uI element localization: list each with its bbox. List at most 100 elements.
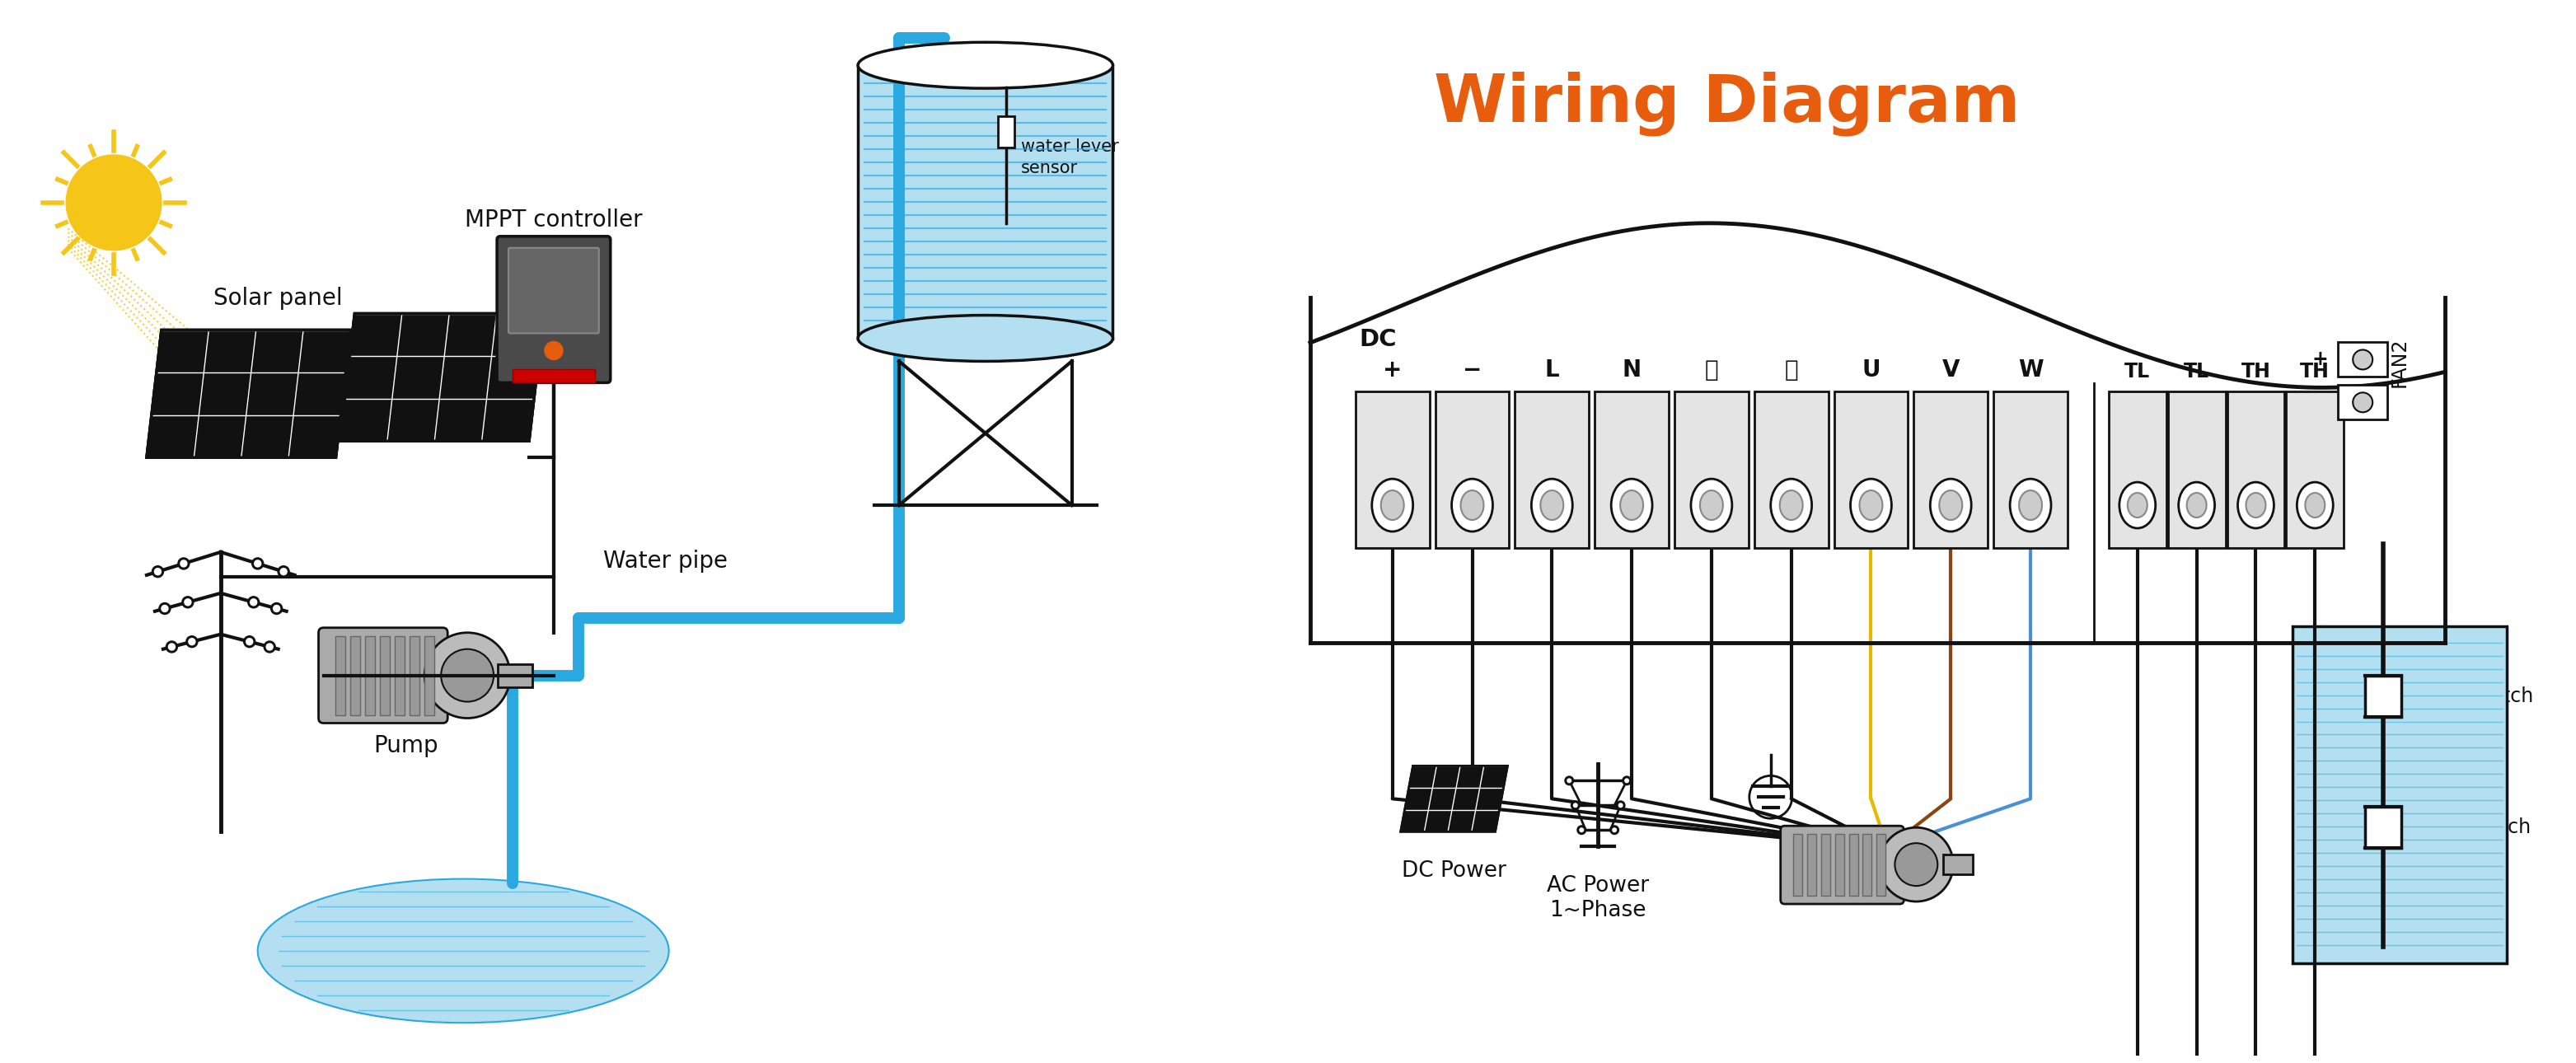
Polygon shape <box>340 314 544 441</box>
FancyBboxPatch shape <box>1780 826 1904 904</box>
Polygon shape <box>147 330 350 457</box>
Text: −: − <box>2311 392 2329 412</box>
Text: TL: TL <box>2184 362 2210 382</box>
Bar <box>1878 834 1886 896</box>
Circle shape <box>165 641 178 653</box>
Ellipse shape <box>2306 493 2326 518</box>
Ellipse shape <box>1690 478 1731 532</box>
Text: MPPT controller: MPPT controller <box>464 208 641 232</box>
Ellipse shape <box>2020 490 2043 520</box>
FancyBboxPatch shape <box>319 628 448 723</box>
Bar <box>366 636 376 714</box>
Text: U: U <box>1862 359 1880 382</box>
Circle shape <box>1571 800 1579 810</box>
Bar <box>2365 807 2401 848</box>
Circle shape <box>425 632 510 719</box>
Circle shape <box>178 558 191 570</box>
Circle shape <box>2352 350 2372 370</box>
Bar <box>513 370 595 383</box>
Ellipse shape <box>1461 490 1484 520</box>
Ellipse shape <box>1373 478 1414 532</box>
Text: DC Power: DC Power <box>1401 860 1507 882</box>
Circle shape <box>247 639 252 645</box>
Bar <box>1806 834 1816 896</box>
Ellipse shape <box>258 879 670 1023</box>
Circle shape <box>265 643 273 651</box>
Circle shape <box>2352 392 2372 412</box>
Circle shape <box>188 639 196 645</box>
Ellipse shape <box>1929 478 1971 532</box>
Bar <box>410 636 420 714</box>
Text: Pump: Pump <box>374 735 438 758</box>
Text: FAN2: FAN2 <box>2391 338 2409 388</box>
Circle shape <box>1610 825 1620 834</box>
Polygon shape <box>147 330 350 457</box>
Circle shape <box>245 636 255 647</box>
Ellipse shape <box>2179 483 2215 528</box>
Text: L: L <box>1546 359 1558 382</box>
Bar <box>2365 675 2401 716</box>
Text: Float Switch: Float Switch <box>2414 686 2532 706</box>
Circle shape <box>278 566 289 577</box>
Text: −: − <box>1463 359 1481 382</box>
Circle shape <box>167 643 175 651</box>
Circle shape <box>440 649 495 702</box>
Bar <box>335 636 345 714</box>
Circle shape <box>281 569 286 575</box>
Text: ⏚: ⏚ <box>1705 359 1718 382</box>
Bar <box>1862 834 1873 896</box>
Bar <box>1942 855 1973 875</box>
Circle shape <box>250 598 258 606</box>
Ellipse shape <box>1860 490 1883 520</box>
Bar <box>1834 392 1909 547</box>
Circle shape <box>544 341 562 359</box>
Text: water lever
sensor: water lever sensor <box>1020 138 1118 176</box>
Text: Water pipe: Water pipe <box>603 550 726 573</box>
Ellipse shape <box>1610 478 1651 532</box>
Circle shape <box>1625 778 1628 783</box>
Ellipse shape <box>2239 483 2275 528</box>
Bar <box>1435 392 1510 547</box>
Circle shape <box>155 569 162 575</box>
Bar <box>497 664 533 687</box>
Ellipse shape <box>1940 490 1963 520</box>
Ellipse shape <box>2120 483 2156 528</box>
Ellipse shape <box>1780 490 1803 520</box>
Text: V: V <box>1942 359 1960 382</box>
Circle shape <box>152 566 162 577</box>
Ellipse shape <box>1620 490 1643 520</box>
Circle shape <box>67 155 162 250</box>
Ellipse shape <box>2298 483 2334 528</box>
Circle shape <box>247 596 260 608</box>
Circle shape <box>185 636 198 647</box>
FancyBboxPatch shape <box>497 236 611 383</box>
Ellipse shape <box>1381 490 1404 520</box>
Text: Solar panel: Solar panel <box>214 286 343 309</box>
Text: +: + <box>1383 359 1401 382</box>
Bar <box>1754 392 1829 547</box>
Polygon shape <box>340 314 544 441</box>
Circle shape <box>1896 843 1937 885</box>
Ellipse shape <box>2246 493 2267 518</box>
Circle shape <box>1613 827 1618 832</box>
Bar <box>1821 834 1829 896</box>
Circle shape <box>1579 827 1584 832</box>
Bar <box>1355 392 1430 547</box>
Ellipse shape <box>1540 490 1564 520</box>
Bar <box>350 636 361 714</box>
Bar <box>1850 834 1857 896</box>
Circle shape <box>255 560 260 567</box>
Ellipse shape <box>1453 478 1492 532</box>
Circle shape <box>1618 803 1623 808</box>
Text: ⏚: ⏚ <box>1785 359 1798 382</box>
Text: W: W <box>2017 359 2043 382</box>
Circle shape <box>183 596 193 608</box>
Ellipse shape <box>858 43 1113 88</box>
Text: TH: TH <box>2300 362 2329 382</box>
Ellipse shape <box>2128 493 2148 518</box>
Circle shape <box>263 641 276 653</box>
Bar <box>394 636 404 714</box>
Bar <box>1595 392 1669 547</box>
Ellipse shape <box>1770 478 1811 532</box>
FancyBboxPatch shape <box>507 248 600 334</box>
